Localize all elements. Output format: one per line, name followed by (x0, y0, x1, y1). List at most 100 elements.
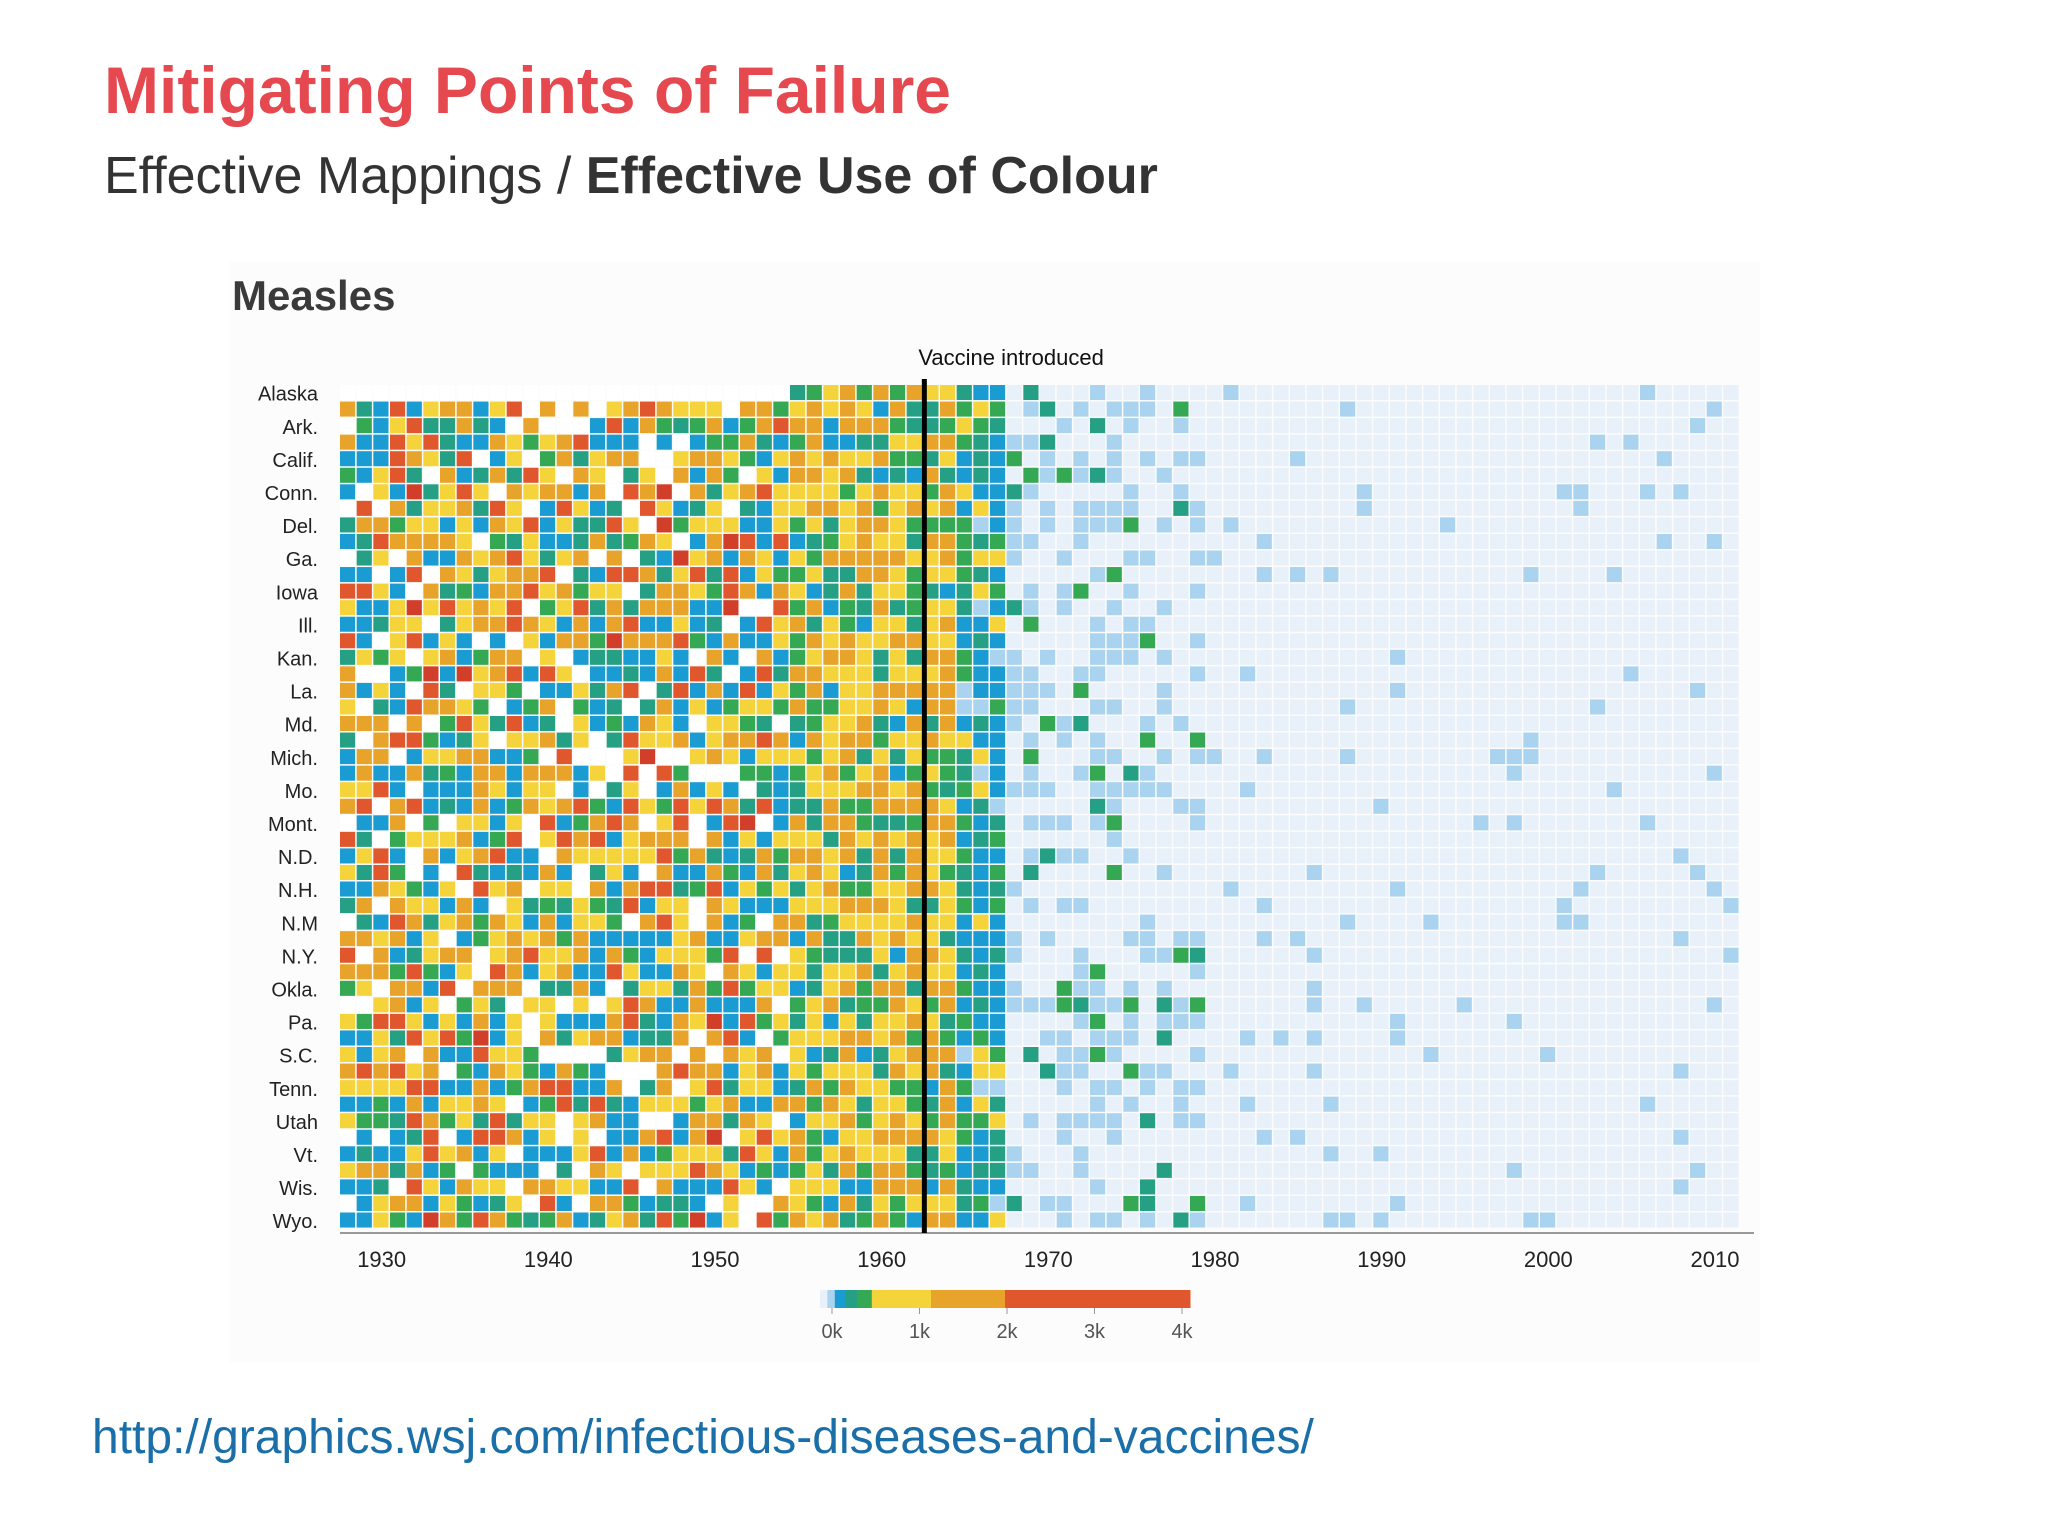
heatmap-cell (873, 931, 889, 947)
heatmap-cell (1090, 666, 1106, 682)
heatmap-cell (1106, 749, 1122, 765)
source-link[interactable]: http://graphics.wsj.com/infectious-disea… (92, 1411, 1314, 1464)
heatmap-cell (1140, 1129, 1156, 1145)
heatmap-cell (790, 716, 806, 732)
heatmap-cell (1423, 1195, 1439, 1211)
heatmap-cell (1623, 947, 1639, 963)
heatmap-cell (1356, 782, 1372, 798)
heatmap-cell (1706, 914, 1722, 930)
heatmap-cell (956, 600, 972, 616)
heatmap-cell (1690, 964, 1706, 980)
heatmap-cell (1073, 1013, 1089, 1029)
heatmap-cell (1556, 782, 1572, 798)
heatmap-cell (873, 517, 889, 533)
heatmap-cell (1090, 1195, 1106, 1211)
heatmap-cell (406, 467, 422, 483)
heatmap-cell (1256, 1080, 1272, 1096)
heatmap-cell (1440, 583, 1456, 599)
heatmap-cell (806, 864, 822, 880)
heatmap-cell (1173, 1113, 1189, 1129)
heatmap-cell (406, 418, 422, 434)
heatmap-cell (656, 815, 672, 831)
heatmap-cell (973, 1080, 989, 1096)
heatmap-cell (1673, 997, 1689, 1013)
heatmap-cell (1723, 1129, 1739, 1145)
heatmap-cell (1206, 848, 1222, 864)
heatmap-cell (1390, 815, 1406, 831)
heatmap-cell (956, 997, 972, 1013)
heatmap-cell (540, 980, 556, 996)
heatmap-cell (523, 1179, 539, 1195)
heatmap-cell (1606, 815, 1622, 831)
heatmap-cell (1356, 699, 1372, 715)
heatmap-cell (1456, 881, 1472, 897)
heatmap-cell (590, 500, 606, 516)
heatmap-cell (540, 385, 556, 401)
heatmap-cell (856, 898, 872, 914)
heatmap-cell (1623, 699, 1639, 715)
heatmap-cell (723, 1146, 739, 1162)
heatmap-cell (1256, 732, 1272, 748)
heatmap-cell (773, 484, 789, 500)
heatmap-cell (1256, 947, 1272, 963)
heatmap-cell (790, 749, 806, 765)
heatmap-cell (440, 699, 456, 715)
heatmap-cell (390, 418, 406, 434)
x-tick-label: 2000 (1524, 1247, 1573, 1272)
heatmap-cell (1356, 980, 1372, 996)
heatmap-cell (1456, 931, 1472, 947)
heatmap-cell (1173, 1146, 1189, 1162)
heatmap-cell (1340, 1129, 1356, 1145)
heatmap-cell (1256, 749, 1272, 765)
heatmap-cell (690, 980, 706, 996)
heatmap-cell (1556, 931, 1572, 947)
heatmap-cell (573, 567, 589, 583)
heatmap-cell (1706, 401, 1722, 417)
heatmap-cell (1390, 1047, 1406, 1063)
heatmap-cell (840, 1195, 856, 1211)
heatmap-cell (923, 1030, 939, 1046)
heatmap-cell (973, 1113, 989, 1129)
heatmap-cell (506, 434, 522, 450)
heatmap-cell (540, 749, 556, 765)
heatmap-cell (873, 964, 889, 980)
heatmap-cell (1406, 616, 1422, 632)
heatmap-cell (1440, 467, 1456, 483)
heatmap-cell (1490, 1179, 1506, 1195)
heatmap-cell (1423, 947, 1439, 963)
heatmap-cell (590, 583, 606, 599)
heatmap-cell (1506, 1195, 1522, 1211)
heatmap-cell (1290, 550, 1306, 566)
heatmap-cell (723, 1013, 739, 1029)
heatmap-cell (873, 484, 889, 500)
heatmap-cell (840, 848, 856, 864)
heatmap-cell (1673, 1162, 1689, 1178)
heatmap-cell (473, 931, 489, 947)
heatmap-cell (373, 567, 389, 583)
heatmap-cell (1723, 583, 1739, 599)
heatmap-cell (1073, 881, 1089, 897)
heatmap-cell (1406, 848, 1422, 864)
heatmap-cell (1123, 765, 1139, 781)
heatmap-cell (1556, 1096, 1572, 1112)
heatmap-cell (1556, 1030, 1572, 1046)
heatmap-cell (1190, 914, 1206, 930)
heatmap-cell (490, 798, 506, 814)
heatmap-cell (790, 616, 806, 632)
heatmap-cell (456, 864, 472, 880)
heatmap-cell (440, 517, 456, 533)
heatmap-cell (373, 815, 389, 831)
heatmap-cell (1423, 633, 1439, 649)
heatmap-cell (556, 517, 572, 533)
heatmap-cell (1206, 467, 1222, 483)
heatmap-cell (1240, 997, 1256, 1013)
heatmap-cell (740, 732, 756, 748)
heatmap-cell (340, 798, 356, 814)
heatmap-cell (1190, 1129, 1206, 1145)
heatmap-cell (723, 848, 739, 864)
heatmap-cell (590, 517, 606, 533)
heatmap-cell (623, 1063, 639, 1079)
heatmap-cell (456, 898, 472, 914)
heatmap-cell (1290, 864, 1306, 880)
heatmap-cell (1373, 567, 1389, 583)
